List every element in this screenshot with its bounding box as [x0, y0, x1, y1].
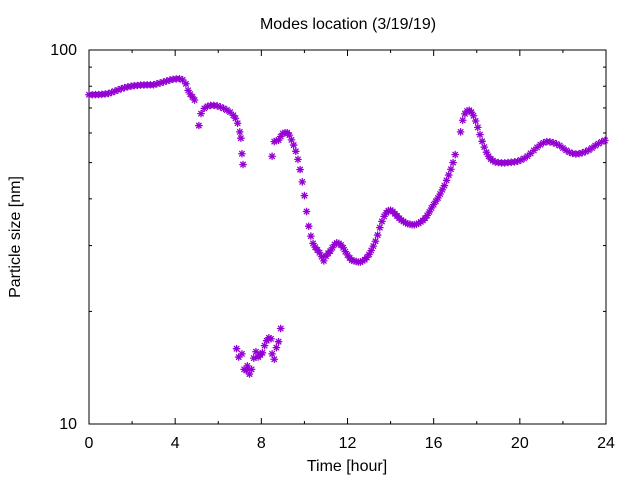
data-point — [233, 119, 242, 128]
data-point — [289, 141, 298, 149]
x-tick-label: 12 — [339, 435, 357, 452]
data-point — [302, 207, 311, 216]
data-point — [197, 109, 205, 118]
data-point — [274, 337, 283, 346]
data-point — [258, 348, 267, 357]
data-point — [373, 231, 382, 239]
data-point — [442, 176, 451, 185]
y-tick-label: 100 — [50, 42, 77, 59]
data-point — [238, 149, 246, 158]
data-point — [232, 344, 241, 353]
data-point — [252, 347, 260, 356]
data-point — [190, 96, 199, 104]
data-point — [480, 143, 489, 151]
data-point — [328, 243, 337, 252]
data-point — [371, 237, 380, 246]
x-tick-label: 8 — [257, 435, 266, 452]
data-point — [601, 136, 609, 145]
data-point — [300, 191, 309, 200]
data-point — [476, 130, 484, 139]
y-axis-title: Particle size [nm] — [7, 176, 24, 298]
data-point — [182, 79, 190, 88]
data-point — [270, 355, 279, 364]
y-tick-labels: 10 100 — [50, 42, 77, 433]
x-tick-label: 20 — [511, 435, 529, 452]
x-tick-label: 24 — [597, 435, 615, 452]
data-point — [268, 350, 276, 358]
y-tick-label: 10 — [59, 416, 77, 433]
data-point — [268, 152, 276, 161]
data-point — [469, 111, 478, 120]
axis-ticks — [88, 49, 607, 425]
data-point — [451, 150, 460, 159]
data-point — [287, 136, 296, 144]
data-point — [471, 117, 480, 125]
data-point — [237, 134, 245, 143]
data-point — [291, 147, 300, 156]
data-point — [294, 155, 302, 164]
data-point — [473, 123, 482, 132]
x-axis-title: Time [hour] — [307, 458, 387, 475]
data-point — [304, 222, 313, 231]
data-point — [375, 223, 384, 232]
data-point — [272, 343, 281, 352]
data-point — [449, 158, 457, 167]
data-point — [195, 121, 203, 130]
x-tick-label: 16 — [425, 435, 443, 452]
data-point — [440, 181, 449, 190]
chart-title: Modes location (3/19/19) — [260, 16, 436, 33]
data-point — [296, 165, 304, 174]
x-tick-label: 0 — [85, 435, 94, 452]
data-point — [478, 137, 486, 146]
data-point — [239, 160, 247, 169]
x-tick-label: 4 — [171, 435, 180, 452]
data-point — [298, 178, 307, 186]
data-point — [247, 365, 256, 374]
data-point — [267, 334, 275, 343]
data-point — [234, 353, 243, 361]
x-tick-labels: 0 4 8 12 16 20 24 — [85, 435, 615, 452]
data-point — [238, 350, 246, 358]
data-point — [235, 128, 244, 136]
data-point — [307, 232, 315, 240]
data-point — [458, 116, 467, 125]
data-point — [447, 165, 455, 174]
data-point — [178, 76, 187, 84]
data-point — [276, 324, 285, 333]
plot-frame — [88, 49, 607, 425]
data-point — [456, 128, 465, 136]
data-points — [85, 74, 609, 378]
data-point — [444, 171, 453, 179]
